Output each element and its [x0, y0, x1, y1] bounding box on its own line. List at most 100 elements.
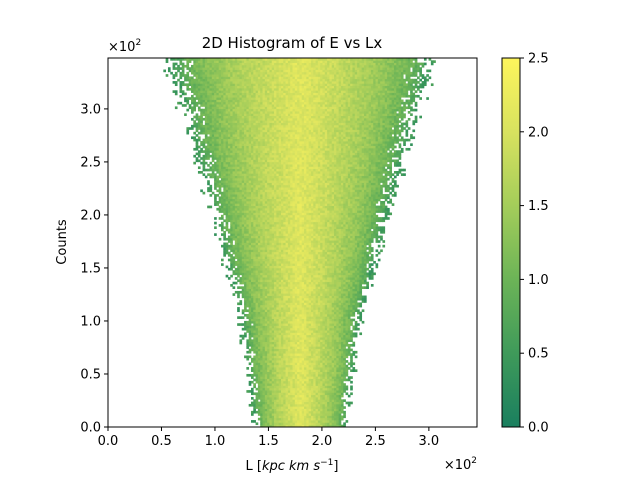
heatmap-cell: [336, 217, 339, 220]
heatmap-cell: [313, 327, 316, 331]
heatmap-cell: [248, 307, 252, 310]
heatmap-cell: [262, 380, 266, 384]
heatmap-cell: [262, 390, 266, 393]
heatmap-cell: [350, 362, 353, 366]
heatmap-cell: [239, 323, 243, 326]
heatmap-cell: [276, 295, 280, 299]
heatmap-cell: [354, 240, 358, 243]
heatmap-cell: [260, 219, 263, 223]
heatmap-cell: [244, 284, 247, 287]
heatmap-cell: [290, 288, 293, 292]
heatmap-cell: [313, 297, 316, 301]
heatmap-cell: [329, 270, 333, 273]
heatmap-cell: [308, 387, 312, 391]
heatmap-cell: [345, 318, 349, 322]
heatmap-cell: [267, 410, 270, 414]
heatmap-cell: [359, 212, 363, 216]
heatmap-cell: [336, 316, 339, 319]
heatmap-cell: [287, 362, 291, 366]
heatmap-cell: [336, 424, 339, 427]
heatmap-cell: [345, 247, 349, 250]
heatmap-cell: [334, 364, 337, 368]
heatmap-cell: [308, 240, 312, 243]
heatmap-cell: [322, 247, 326, 250]
heatmap-cell: [221, 205, 224, 209]
heatmap-cell: [257, 270, 261, 273]
heatmap-cell: [331, 290, 335, 294]
heatmap-cell: [345, 420, 349, 423]
heatmap-cell: [244, 263, 247, 266]
heatmap-cell: [290, 249, 293, 253]
heatmap-cell: [345, 207, 349, 211]
heatmap-cell: [250, 320, 254, 324]
heatmap-cell: [290, 415, 293, 419]
heatmap-cell: [297, 339, 300, 343]
heatmap-cell: [237, 242, 240, 246]
heatmap-cell: [327, 376, 330, 379]
heatmap-cell: [294, 311, 298, 315]
heatmap-cell: [363, 270, 367, 273]
heatmap-cell: [271, 302, 275, 306]
heatmap-cell: [340, 385, 344, 389]
heatmap-cell: [264, 244, 268, 248]
heatmap-cell: [320, 320, 323, 324]
heatmap-cell: [329, 224, 333, 227]
heatmap-cell: [283, 325, 286, 329]
heatmap-cell: [262, 251, 266, 255]
heatmap-cell: [327, 364, 330, 368]
heatmap-cell: [340, 325, 344, 329]
heatmap-cell: [320, 270, 323, 273]
heatmap-cell: [340, 265, 344, 269]
heatmap-cell: [343, 330, 346, 333]
heatmap-cell: [324, 290, 328, 294]
heatmap-cell: [269, 383, 273, 386]
heatmap-cell: [248, 350, 252, 354]
heatmap-cell: [230, 242, 233, 246]
heatmap-cell: [257, 235, 261, 239]
heatmap-cell: [283, 226, 286, 230]
heatmap-cell: [250, 313, 254, 317]
heatmap-cell: [336, 214, 339, 218]
heatmap-cell: [248, 383, 252, 386]
heatmap-cell: [340, 302, 344, 306]
heatmap-cell: [366, 240, 369, 243]
heatmap-cell: [320, 226, 323, 230]
heatmap-cell: [331, 212, 335, 216]
heatmap-cell: [246, 293, 250, 296]
heatmap-cell: [267, 290, 270, 294]
heatmap-cell: [274, 279, 277, 283]
heatmap-cell: [294, 249, 298, 253]
heatmap-cell: [287, 279, 291, 283]
heatmap-cell: [327, 260, 330, 264]
heatmap-cell: [267, 376, 270, 379]
heatmap-cell: [304, 325, 307, 329]
heatmap-cell: [361, 286, 365, 289]
heatmap-cell: [359, 247, 363, 250]
heatmap-cell: [338, 247, 342, 250]
heatmap-cell: [306, 318, 309, 322]
heatmap-cell: [297, 380, 300, 384]
heatmap-cell: [269, 373, 273, 377]
heatmap-cell: [301, 260, 305, 264]
heatmap-cell: [280, 293, 284, 296]
heatmap-cell: [292, 360, 296, 363]
heatmap-cell: [368, 277, 372, 280]
heatmap-cell: [315, 207, 319, 211]
heatmap-cell: [271, 387, 275, 391]
heatmap-cell: [239, 207, 243, 211]
heatmap-cell: [248, 230, 252, 234]
heatmap-cell: [230, 235, 233, 239]
heatmap-cell: [338, 387, 342, 391]
heatmap-cell: [340, 237, 344, 241]
heatmap-cell: [324, 392, 328, 396]
heatmap-cell: [352, 240, 356, 243]
heatmap-cell: [267, 260, 270, 264]
heatmap-cell: [327, 313, 330, 317]
heatmap-cell: [324, 249, 328, 253]
heatmap-cell: [334, 385, 337, 389]
heatmap-cell: [241, 230, 245, 234]
heatmap-cell: [257, 281, 261, 285]
heatmap-cell: [274, 224, 277, 227]
heatmap-cell: [287, 387, 291, 391]
heatmap-cell: [244, 207, 247, 211]
